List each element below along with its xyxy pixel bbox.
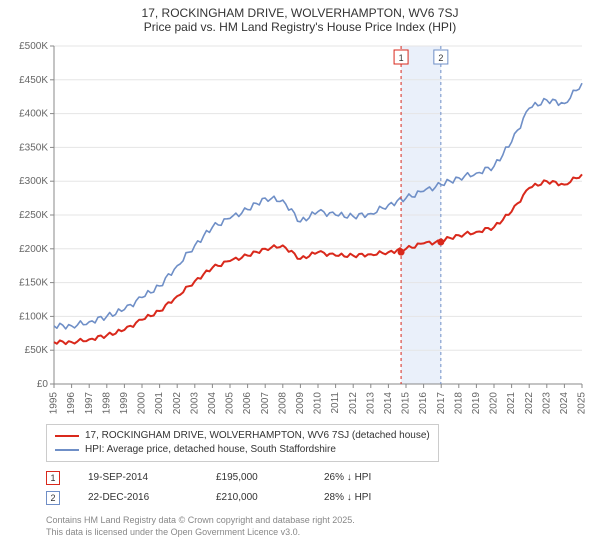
svg-text:2020: 2020 [489, 392, 500, 415]
svg-text:2024: 2024 [559, 392, 570, 415]
svg-text:£50K: £50K [25, 345, 49, 356]
marker-row: 1 19-SEP-2014 £195,000 26% ↓ HPI [46, 468, 590, 488]
legend: 17, ROCKINGHAM DRIVE, WOLVERHAMPTON, WV6… [46, 424, 439, 462]
svg-text:£0: £0 [37, 379, 49, 390]
title-line1: 17, ROCKINGHAM DRIVE, WOLVERHAMPTON, WV6… [10, 6, 590, 20]
svg-text:2010: 2010 [313, 392, 324, 415]
title-line2: Price paid vs. HM Land Registry's House … [10, 20, 590, 34]
svg-text:2017: 2017 [436, 392, 447, 415]
svg-text:£350K: £350K [19, 142, 48, 153]
attribution: Contains HM Land Registry data © Crown c… [46, 514, 590, 538]
svg-text:£450K: £450K [19, 75, 48, 86]
svg-text:£250K: £250K [19, 210, 48, 221]
svg-text:2016: 2016 [418, 392, 429, 415]
line-chart: £0 £50K £100K £150K £200K £250K £300K £350K £400… [10, 38, 590, 418]
legend-item: HPI: Average price, detached house, Sout… [55, 443, 430, 457]
legend-item: 17, ROCKINGHAM DRIVE, WOLVERHAMPTON, WV6… [55, 429, 430, 443]
svg-text:2006: 2006 [242, 392, 253, 415]
svg-text:1: 1 [399, 53, 404, 63]
svg-text:£100K: £100K [19, 311, 48, 322]
marker-badge: 1 [46, 471, 60, 485]
svg-text:2021: 2021 [506, 392, 517, 415]
svg-text:2013: 2013 [365, 392, 376, 415]
svg-text:2005: 2005 [225, 392, 236, 415]
svg-text:2023: 2023 [541, 392, 552, 415]
svg-text:2009: 2009 [295, 392, 306, 415]
svg-text:1996: 1996 [66, 392, 77, 415]
marker-date: 19-SEP-2014 [88, 468, 188, 488]
marker-price: £195,000 [216, 468, 296, 488]
svg-text:2015: 2015 [401, 392, 412, 415]
svg-text:1997: 1997 [84, 392, 95, 415]
legend-swatch [55, 435, 79, 437]
svg-text:2003: 2003 [189, 392, 200, 415]
legend-label: HPI: Average price, detached house, Sout… [85, 443, 336, 457]
svg-text:2022: 2022 [524, 392, 535, 415]
marker-pct: 26% ↓ HPI [324, 468, 424, 488]
chart-area: £0 £50K £100K £150K £200K £250K £300K £350K £400… [10, 38, 590, 418]
attribution-line2: This data is licensed under the Open Gov… [46, 526, 590, 538]
svg-text:1998: 1998 [101, 392, 112, 415]
marker-date: 22-DEC-2016 [88, 488, 188, 508]
svg-text:2001: 2001 [154, 392, 165, 415]
svg-text:2008: 2008 [277, 392, 288, 415]
legend-label: 17, ROCKINGHAM DRIVE, WOLVERHAMPTON, WV6… [85, 429, 430, 443]
svg-text:2002: 2002 [172, 392, 183, 415]
svg-text:2004: 2004 [207, 392, 218, 415]
marker-pct: 28% ↓ HPI [324, 488, 424, 508]
marker-price: £210,000 [216, 488, 296, 508]
svg-text:£500K: £500K [19, 41, 48, 52]
svg-text:2007: 2007 [260, 392, 271, 415]
svg-text:2: 2 [438, 53, 443, 63]
svg-text:£200K: £200K [19, 244, 48, 255]
svg-text:2025: 2025 [577, 392, 588, 415]
svg-text:£300K: £300K [19, 176, 48, 187]
svg-text:£150K: £150K [19, 278, 48, 289]
svg-text:1995: 1995 [49, 392, 60, 415]
legend-swatch [55, 449, 79, 451]
sale-markers-table: 1 19-SEP-2014 £195,000 26% ↓ HPI 2 22-DEC-201… [46, 468, 590, 508]
marker-badge: 2 [46, 491, 60, 505]
svg-text:2014: 2014 [383, 392, 394, 415]
svg-text:1999: 1999 [119, 392, 130, 415]
svg-text:2000: 2000 [137, 392, 148, 415]
svg-text:2011: 2011 [330, 392, 341, 414]
svg-text:£400K: £400K [19, 109, 48, 120]
svg-text:2019: 2019 [471, 392, 482, 415]
attribution-line1: Contains HM Land Registry data © Crown c… [46, 514, 590, 526]
svg-text:2012: 2012 [348, 392, 359, 415]
chart-title-block: 17, ROCKINGHAM DRIVE, WOLVERHAMPTON, WV6… [10, 6, 590, 34]
marker-row: 2 22-DEC-2016 £210,000 28% ↓ HPI [46, 488, 590, 508]
svg-text:2018: 2018 [453, 392, 464, 415]
